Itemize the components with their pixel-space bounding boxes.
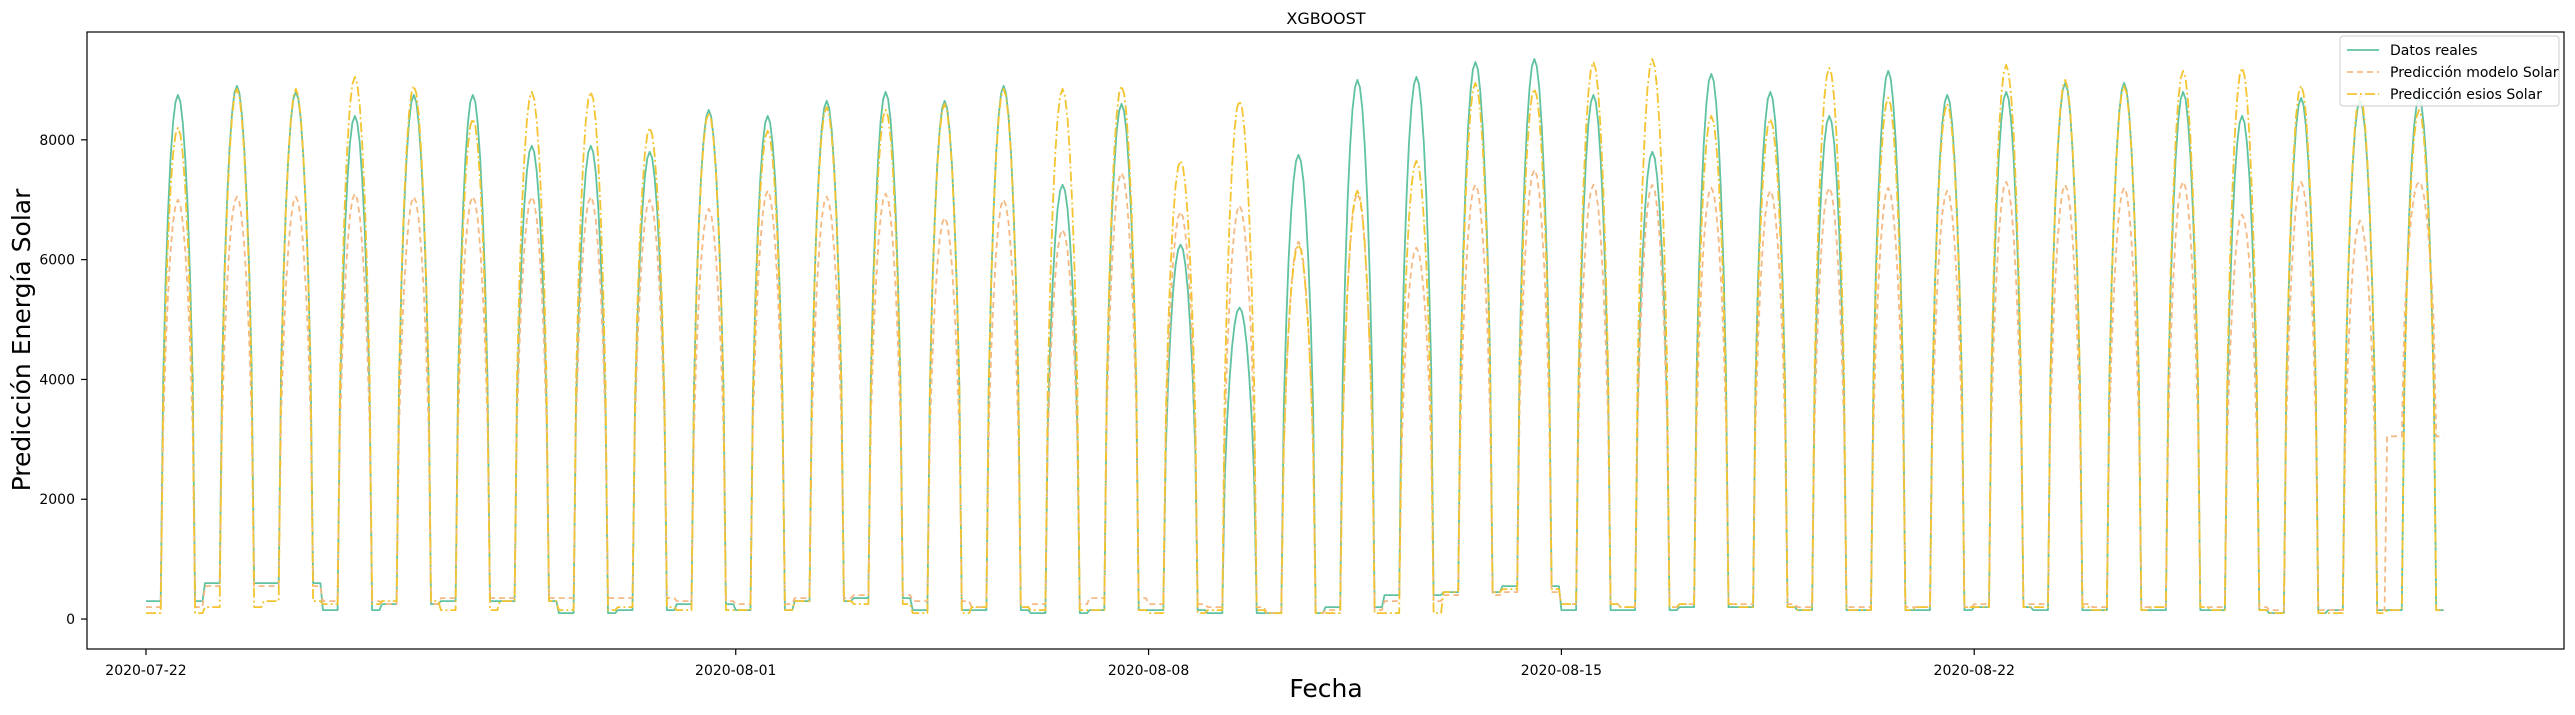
plot-frame [86, 31, 2565, 650]
chart-title: XGBOOST [1286, 9, 1365, 28]
y-tick-label: 6000 [39, 253, 75, 269]
legend-entry-prediccion-esios: Predicción esios Solar [2347, 87, 2542, 103]
legend-box [2339, 35, 2560, 107]
legend-label-prediccion-esios: Predicción esios Solar [2390, 87, 2542, 103]
x-tick-label: 2020-08-08 [1108, 663, 1189, 679]
y-axis-label: Predicción Energía Solar [7, 188, 36, 491]
legend-label-datos-reales: Datos reales [2390, 43, 2478, 59]
x-tick-label: 2020-08-22 [1934, 663, 2015, 679]
x-tick-label: 2020-08-01 [695, 663, 776, 679]
y-tick-label: 4000 [39, 372, 75, 388]
series-line-prediccion-esios-solar [146, 58, 2444, 614]
x-tick-label: 2020-08-15 [1521, 663, 1602, 679]
x-axis-ticks: 2020-07-22 2020-08-01 2020-08-08 2020-08-15… [105, 649, 2015, 679]
x-axis-label: Fecha [1289, 674, 1362, 703]
y-axis-ticks: 0 2000 4000 6000 8000 [39, 133, 87, 628]
x-tick-label: 2020-07-22 [105, 663, 186, 679]
legend-entry-datos-reales: Datos reales [2347, 43, 2478, 59]
y-tick-label: 2000 [39, 492, 75, 508]
y-tick-label: 0 [66, 612, 75, 628]
legend: Datos reales Predicción modelo Solar Pre… [2339, 35, 2560, 107]
y-tick-label: 8000 [39, 133, 75, 149]
legend-entry-prediccion-modelo: Predicción modelo Solar [2347, 65, 2559, 81]
legend-label-prediccion-modelo: Predicción modelo Solar [2390, 65, 2559, 81]
plot-lines [146, 58, 2444, 614]
